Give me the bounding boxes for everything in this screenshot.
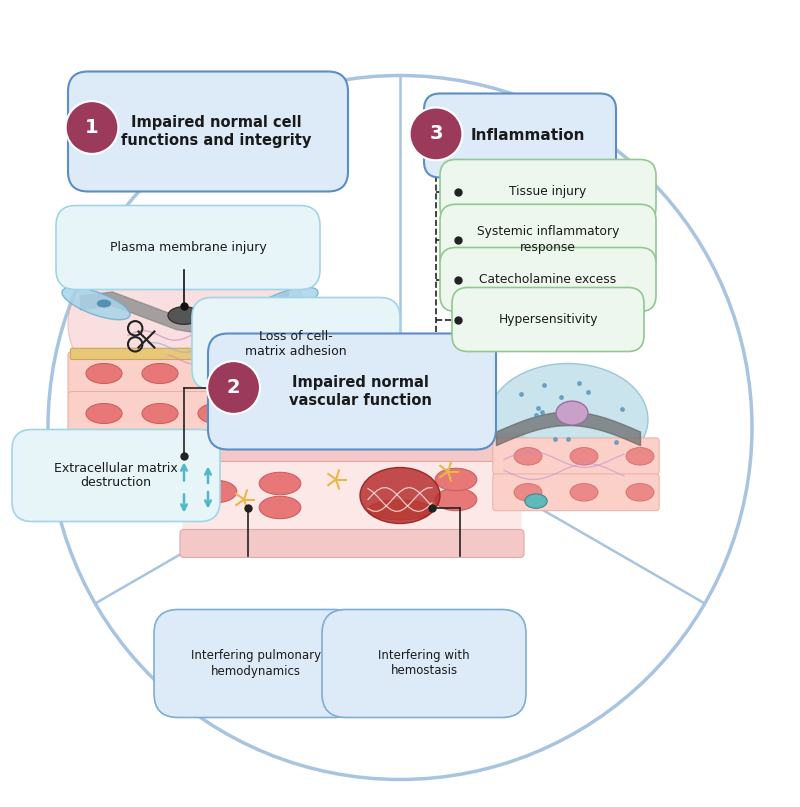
Ellipse shape bbox=[198, 363, 234, 383]
FancyBboxPatch shape bbox=[70, 349, 314, 359]
Ellipse shape bbox=[259, 496, 301, 519]
Text: Interfering with
hemostasis: Interfering with hemostasis bbox=[378, 650, 470, 678]
Ellipse shape bbox=[556, 401, 588, 425]
FancyBboxPatch shape bbox=[493, 474, 659, 511]
FancyBboxPatch shape bbox=[493, 438, 659, 475]
FancyBboxPatch shape bbox=[68, 352, 316, 395]
Ellipse shape bbox=[570, 483, 598, 501]
Text: Systemic inflammatory
response: Systemic inflammatory response bbox=[477, 225, 619, 253]
FancyBboxPatch shape bbox=[180, 529, 524, 558]
Ellipse shape bbox=[168, 307, 200, 324]
FancyBboxPatch shape bbox=[182, 452, 522, 539]
Ellipse shape bbox=[97, 299, 111, 307]
Text: 1: 1 bbox=[85, 118, 99, 137]
Ellipse shape bbox=[198, 404, 234, 424]
Ellipse shape bbox=[195, 480, 237, 503]
Circle shape bbox=[207, 361, 260, 414]
Text: Impaired normal cell
functions and integrity: Impaired normal cell functions and integ… bbox=[121, 115, 311, 148]
Circle shape bbox=[66, 101, 118, 154]
Text: Loss of cell-
matrix adhesion: Loss of cell- matrix adhesion bbox=[245, 329, 347, 358]
Ellipse shape bbox=[86, 363, 122, 383]
Ellipse shape bbox=[285, 299, 299, 307]
Ellipse shape bbox=[142, 404, 178, 424]
Ellipse shape bbox=[435, 468, 477, 491]
Text: Catecholamine excess: Catecholamine excess bbox=[479, 273, 617, 286]
Ellipse shape bbox=[250, 287, 318, 320]
Ellipse shape bbox=[86, 404, 122, 424]
FancyBboxPatch shape bbox=[12, 429, 220, 521]
Ellipse shape bbox=[435, 488, 477, 511]
FancyBboxPatch shape bbox=[440, 204, 656, 274]
Circle shape bbox=[410, 107, 462, 161]
Text: Plasma membrane injury: Plasma membrane injury bbox=[110, 241, 266, 254]
Ellipse shape bbox=[254, 363, 290, 383]
Ellipse shape bbox=[514, 448, 542, 465]
FancyBboxPatch shape bbox=[68, 72, 348, 191]
Ellipse shape bbox=[626, 483, 654, 501]
Ellipse shape bbox=[254, 404, 290, 424]
Ellipse shape bbox=[525, 494, 547, 508]
Ellipse shape bbox=[368, 500, 432, 520]
FancyBboxPatch shape bbox=[56, 206, 320, 290]
FancyBboxPatch shape bbox=[440, 160, 656, 224]
Text: Interfering pulmonary
hemodynamics: Interfering pulmonary hemodynamics bbox=[191, 650, 321, 678]
Ellipse shape bbox=[259, 472, 301, 495]
Ellipse shape bbox=[488, 363, 648, 475]
Ellipse shape bbox=[142, 363, 178, 383]
Text: Impaired normal
vascular function: Impaired normal vascular function bbox=[289, 375, 431, 408]
Ellipse shape bbox=[360, 467, 440, 524]
FancyBboxPatch shape bbox=[68, 391, 316, 436]
FancyBboxPatch shape bbox=[208, 333, 496, 449]
FancyBboxPatch shape bbox=[452, 287, 644, 352]
Ellipse shape bbox=[570, 448, 598, 465]
Text: 3: 3 bbox=[430, 124, 442, 144]
Text: Extracellular matrix
destruction: Extracellular matrix destruction bbox=[54, 462, 178, 490]
Text: Hypersensitivity: Hypersensitivity bbox=[498, 313, 598, 326]
Ellipse shape bbox=[514, 483, 542, 501]
FancyBboxPatch shape bbox=[424, 94, 616, 178]
Text: Inflammation: Inflammation bbox=[470, 128, 586, 143]
Text: 2: 2 bbox=[226, 378, 241, 397]
Circle shape bbox=[48, 76, 752, 780]
FancyBboxPatch shape bbox=[180, 433, 524, 462]
Ellipse shape bbox=[62, 287, 130, 320]
Ellipse shape bbox=[68, 236, 308, 412]
FancyBboxPatch shape bbox=[322, 609, 526, 717]
FancyBboxPatch shape bbox=[154, 609, 358, 717]
FancyBboxPatch shape bbox=[440, 248, 656, 312]
Text: Tissue injury: Tissue injury bbox=[510, 185, 586, 198]
Ellipse shape bbox=[626, 448, 654, 465]
FancyBboxPatch shape bbox=[192, 298, 400, 390]
